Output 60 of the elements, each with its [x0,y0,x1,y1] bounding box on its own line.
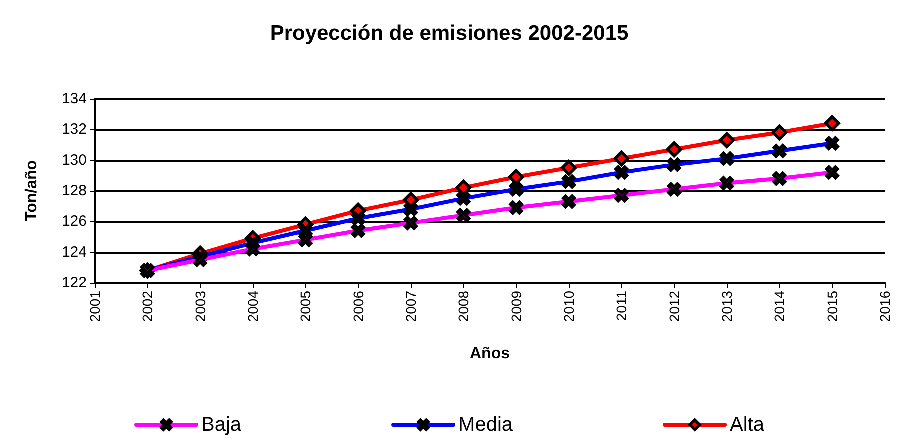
point [825,166,840,180]
point [246,242,260,256]
y-tick-label: 134 [62,90,87,108]
x-axis-title: Años [470,346,510,362]
point [404,202,418,216]
point [720,176,734,190]
point [193,253,208,267]
y-tick-label: 124 [62,244,87,261]
point [562,194,576,209]
x-tick-label: 2016 [877,290,893,322]
point [509,200,524,215]
point [772,144,787,158]
point [509,182,524,196]
x-tick-label: 2007 [403,290,419,322]
x-tick-label: 2005 [298,290,314,322]
legend-label: Alta [730,414,766,436]
point [772,124,788,141]
x-tick-label: 2015 [824,290,840,322]
x-tick-label: 2003 [192,290,208,322]
y-tick-label: 122 [62,274,87,292]
point [720,152,734,166]
x-tick-label: 2014 [772,290,788,322]
y-tick-label: 128 [62,182,87,200]
point [561,160,577,176]
point [456,208,471,223]
x-tick-label: 2013 [719,290,735,322]
point [351,224,366,238]
point [456,180,472,196]
point [772,172,787,186]
point [614,188,629,203]
y-axis-title: Ton/año [24,160,40,222]
point [298,233,313,248]
x-tick-label: 2004 [245,290,261,322]
x-tick-label: 2010 [561,290,577,322]
point [351,212,366,226]
legend-label: Media [458,414,514,436]
y-tick-label: 126 [62,213,87,230]
y-tick-label: 132 [62,121,87,138]
x-tick-label: 2002 [140,290,156,322]
point [667,182,682,196]
point [404,216,418,230]
x-tick-label: 2009 [508,290,524,322]
point [508,169,524,186]
chart-title: Proyección de emisiones 2002-2015 [270,22,629,45]
point [667,158,682,172]
x-tick-label: 2012 [666,290,682,322]
point [719,132,735,148]
point [562,174,576,189]
x-tick-label: 2006 [350,290,366,322]
point [825,136,840,150]
point [456,192,471,206]
x-tick-label: 2011 [614,290,630,322]
y-tick-label: 130 [62,152,87,169]
point [614,150,630,167]
legend-label: Baja [202,414,242,436]
x-tick-label: 2001 [87,290,103,322]
point [614,166,629,180]
point [824,116,840,132]
x-tick-label: 2008 [456,290,472,322]
point [666,142,682,158]
